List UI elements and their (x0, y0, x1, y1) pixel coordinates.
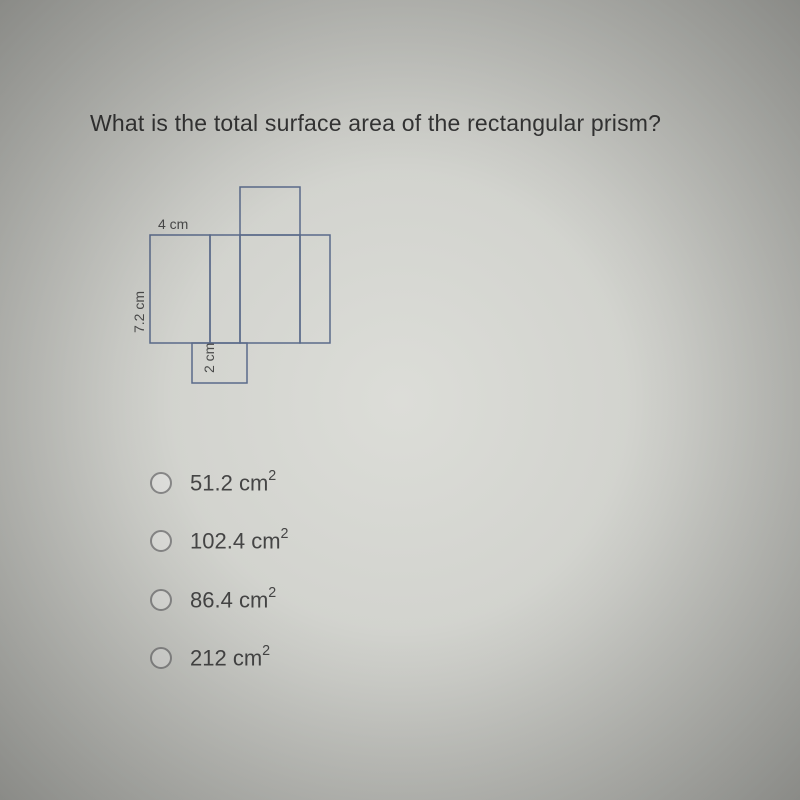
radio-icon (150, 530, 172, 552)
svg-text:2 cm: 2 cm (201, 343, 217, 373)
option-value: 102.4 cm2 (190, 528, 288, 554)
prism-net-diagram: 4 cm 7.2 cm 2 cm (120, 180, 400, 410)
option-b[interactable]: 102.4 cm2 (150, 528, 288, 554)
option-c[interactable]: 86.4 cm2 (150, 587, 288, 613)
svg-text:7.2 cm: 7.2 cm (131, 291, 147, 333)
option-d[interactable]: 212 cm2 (150, 645, 288, 671)
radio-icon (150, 589, 172, 611)
question-text: What is the total surface area of the re… (90, 110, 661, 137)
option-value: 212 cm2 (190, 645, 270, 671)
option-value: 86.4 cm2 (190, 587, 276, 613)
radio-icon (150, 472, 172, 494)
radio-icon (150, 647, 172, 669)
answer-options: 51.2 cm2 102.4 cm2 86.4 cm2 212 cm2 (150, 470, 288, 703)
svg-text:4 cm: 4 cm (158, 216, 188, 232)
option-a[interactable]: 51.2 cm2 (150, 470, 288, 496)
option-value: 51.2 cm2 (190, 470, 276, 496)
